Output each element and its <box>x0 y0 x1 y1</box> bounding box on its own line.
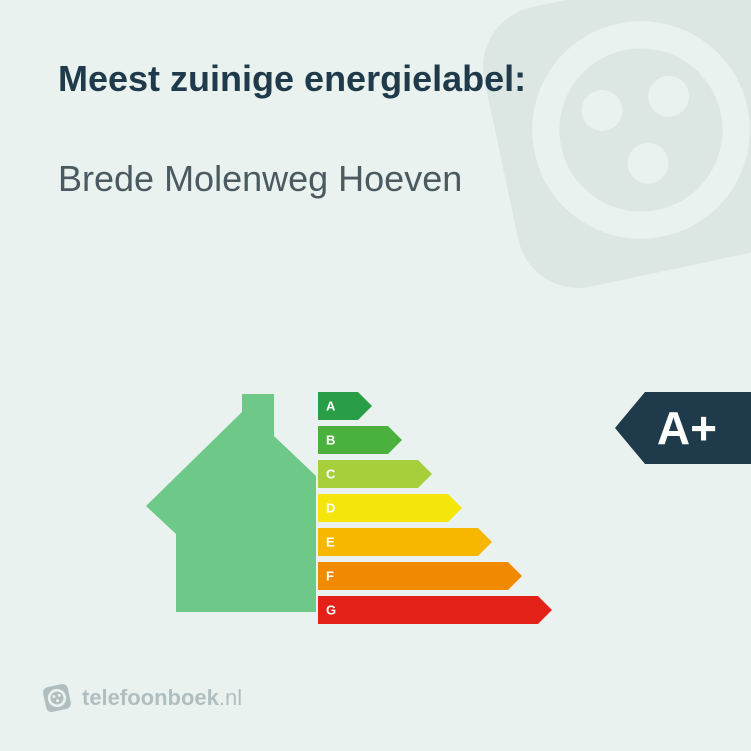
energy-bar-label: G <box>326 603 336 618</box>
energy-bar-f: F <box>318 560 538 592</box>
energy-bar-g: G <box>318 594 538 626</box>
energy-bar-d: D <box>318 492 538 524</box>
energy-bar-label: A <box>326 399 335 414</box>
energy-bars: A B C D E F G <box>318 390 538 628</box>
footer-brand-tld: .nl <box>219 685 242 710</box>
rating-badge-arrow <box>615 392 645 464</box>
energy-bar-c: C <box>318 458 538 490</box>
energy-bar-label: F <box>326 569 334 584</box>
rating-badge-value: A+ <box>645 392 751 464</box>
footer-logo-icon <box>39 680 75 716</box>
energy-bar-fill: C <box>318 460 418 488</box>
footer-brand-name: telefoonboek <box>82 685 219 710</box>
energy-bar-label: E <box>326 535 335 550</box>
footer-brand-text: telefoonboek.nl <box>82 685 242 711</box>
page-subtitle: Brede Molenweg Hoeven <box>58 158 693 200</box>
energy-bar-label: C <box>326 467 335 482</box>
energy-bar-label: B <box>326 433 335 448</box>
energy-bar-label: D <box>326 501 335 516</box>
energy-bar-b: B <box>318 424 538 456</box>
page-title: Meest zuinige energielabel: <box>58 58 693 100</box>
energy-bar-fill: G <box>318 596 538 624</box>
energy-bar-fill: F <box>318 562 508 590</box>
energy-bar-fill: A <box>318 392 358 420</box>
rating-badge: A+ <box>615 392 751 464</box>
footer-brand: telefoonboek.nl <box>42 683 242 713</box>
energy-bar-fill: D <box>318 494 448 522</box>
energy-bar-fill: E <box>318 528 478 556</box>
house-icon <box>146 392 316 612</box>
energy-bar-a: A <box>318 390 538 422</box>
energy-bar-e: E <box>318 526 538 558</box>
energy-bar-fill: B <box>318 426 388 454</box>
